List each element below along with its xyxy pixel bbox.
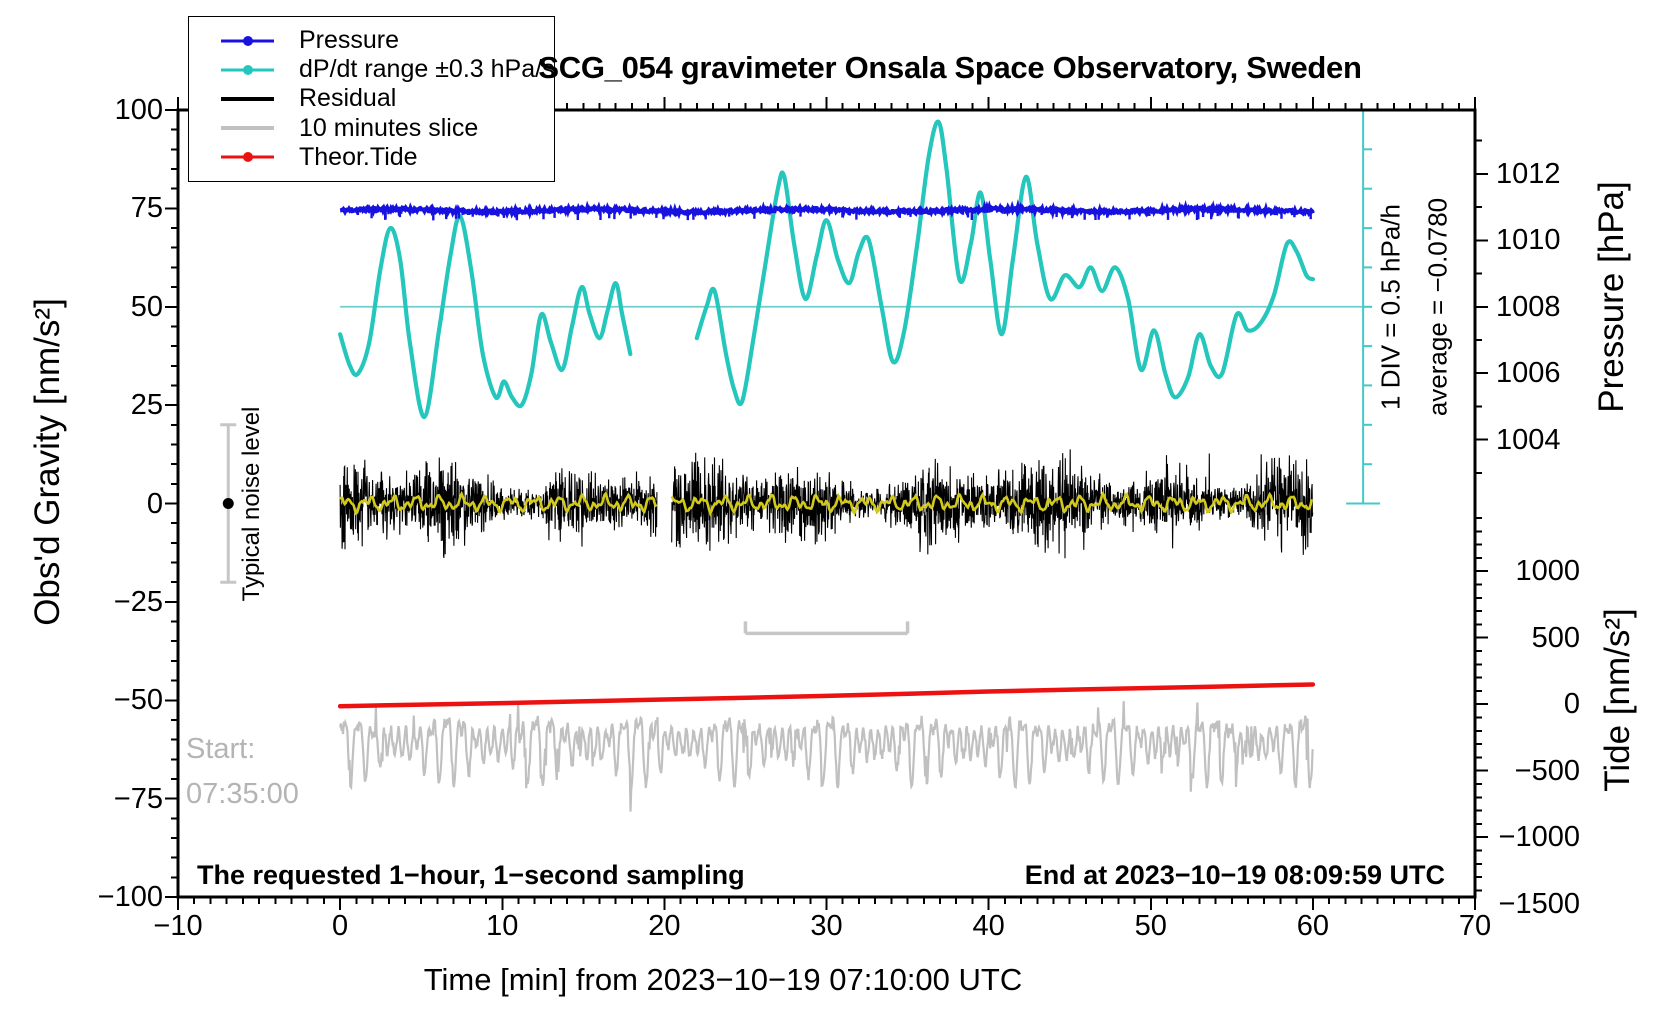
- legend-sample-line-dot: [221, 55, 274, 84]
- pressure-tick-label: 1004: [1496, 423, 1561, 456]
- dpdt-series: [338, 119, 1315, 420]
- gravity-tick-label: 25: [130, 389, 163, 422]
- legend-label: Pressure: [299, 26, 400, 55]
- tide-series: [337, 682, 1316, 709]
- tide-tick-label: −1000: [1498, 821, 1580, 854]
- gravity-axis-title: Obs'd Gravity [nm/s²]: [28, 298, 67, 626]
- legend-dot-swatch: [242, 35, 253, 46]
- pressure-series: [339, 199, 1315, 221]
- average-annotation: average = −0.0780: [1422, 197, 1453, 417]
- gravity-tick-label: 100: [114, 94, 163, 126]
- gravity-tick-label: −50: [113, 684, 163, 717]
- gravity-tick-label: −100: [97, 881, 163, 913]
- x-tick-label: 40: [972, 910, 1005, 942]
- legend-line-swatch: [221, 96, 274, 101]
- legend-sample-line: [221, 114, 274, 143]
- chart-title: SCG_054 gravimeter Onsala Space Observat…: [538, 50, 1362, 85]
- x-tick-label: 30: [810, 910, 843, 942]
- legend-dot-swatch: [242, 152, 253, 163]
- gravity-tick-label: 0: [146, 487, 163, 520]
- div-scale-annotation: 1 DIV = 0.5 hPa/h: [1375, 204, 1406, 410]
- legend-item: Residual: [189, 84, 554, 113]
- plot-frame: [176, 108, 1477, 899]
- noise-level-annotation: Typical noise level: [238, 406, 265, 602]
- legend-label: Theor.Tide: [299, 142, 418, 171]
- slice-series: [339, 701, 1314, 812]
- gravity-tick-label: 50: [130, 290, 163, 323]
- tide-tick-label: 1000: [1515, 555, 1580, 588]
- legend-label: dP/dt range ±0.3 hPa/s: [299, 55, 555, 84]
- tide-tick-label: −500: [1514, 754, 1580, 787]
- legend-dot-swatch: [242, 64, 253, 75]
- pressure-series-flecks: [355, 210, 1312, 221]
- legend-sample-line: [221, 84, 274, 113]
- legend-item: dP/dt range ±0.3 hPa/s: [189, 55, 555, 84]
- legend-item: Pressure: [189, 26, 554, 55]
- div-scale-bar: [1346, 110, 1381, 505]
- pressure-tick-label: 1006: [1496, 357, 1561, 390]
- noise-bar-dot: [222, 498, 234, 509]
- tide-tick-label: 0: [1563, 688, 1580, 721]
- start-label: Start:: [186, 733, 256, 765]
- x-tick-label: 20: [648, 910, 681, 942]
- gravity-tick-label: −75: [113, 782, 163, 815]
- x-tick-label: 60: [1296, 910, 1329, 942]
- tide-tick-label: 500: [1531, 621, 1580, 654]
- legend-item: Theor.Tide: [189, 143, 554, 172]
- legend-label: Residual: [299, 84, 397, 113]
- start-time: 07:35:00: [186, 778, 299, 810]
- pressure-tick-label: 1012: [1496, 157, 1561, 190]
- pressure-tick-label: 1008: [1496, 290, 1561, 323]
- pressure-axis-title: Pressure [hPa]: [1592, 181, 1631, 413]
- legend-sample-line-dot: [221, 143, 274, 172]
- legend-label: 10 minutes slice: [299, 113, 479, 142]
- time-axis-title: Time [min] from 2023−10−19 07:10:00 UTC: [423, 962, 1023, 997]
- tide-tick-label: −1500: [1498, 887, 1580, 920]
- legend-sample-line-dot: [221, 26, 274, 55]
- sampling-note: The requested 1−hour, 1−second sampling: [197, 860, 745, 890]
- gravity-tick-label: 75: [130, 192, 163, 225]
- x-tick-label: 10: [486, 910, 519, 942]
- x-tick-label: 70: [1458, 910, 1492, 942]
- tide-axis-title: Tide [nm/s²]: [1598, 608, 1637, 792]
- end-time-note: End at 2023−10−19 08:09:59 UTC: [1024, 860, 1445, 890]
- x-tick-label: 50: [1134, 910, 1167, 942]
- slice-duration-bar: [743, 621, 910, 636]
- pressure-tick-label: 1010: [1496, 224, 1561, 257]
- x-tick-label: −10: [153, 910, 203, 942]
- gravity-tick-label: −25: [113, 585, 163, 618]
- legend-box: Pressure dP/dt range ±0.3 hPa/s Residual 10…: [188, 16, 555, 182]
- legend-line-swatch: [221, 126, 274, 131]
- legend-item: 10 minutes slice: [189, 114, 554, 143]
- x-tick-label: 0: [332, 910, 349, 942]
- residual-smoothed-series: [339, 490, 1313, 517]
